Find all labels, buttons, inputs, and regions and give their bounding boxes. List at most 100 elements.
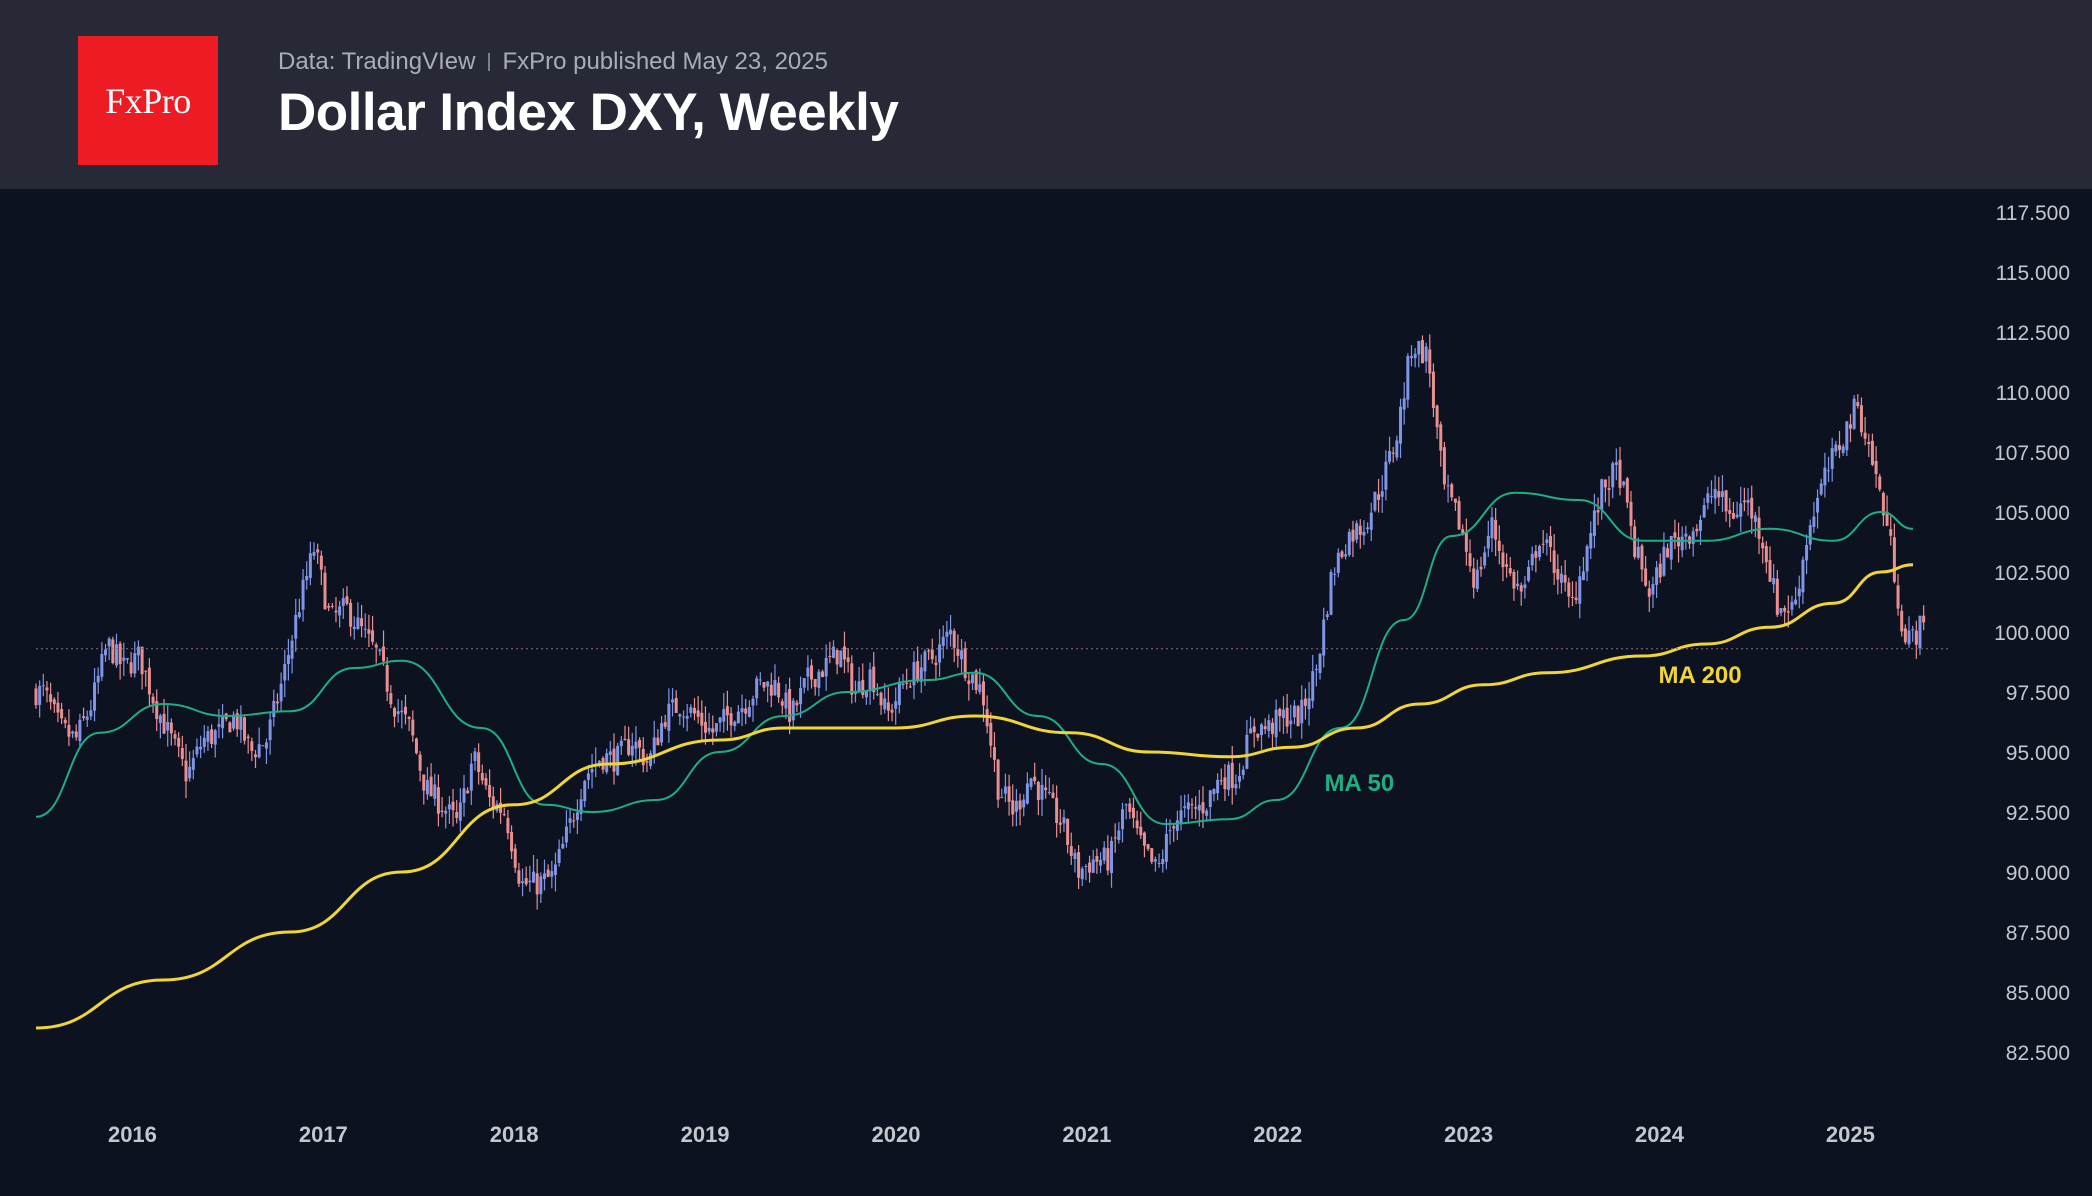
candle-body bbox=[1336, 552, 1340, 573]
candle bbox=[403, 694, 407, 725]
candle-body bbox=[1578, 576, 1582, 604]
candle bbox=[532, 854, 536, 884]
candle-body bbox=[1570, 596, 1574, 598]
candle-body bbox=[883, 698, 887, 710]
candle bbox=[1120, 802, 1124, 843]
candle bbox=[308, 541, 312, 586]
candle-body bbox=[1633, 526, 1637, 557]
candle-body bbox=[941, 636, 945, 646]
candle bbox=[1790, 595, 1794, 616]
candle-body bbox=[575, 812, 579, 820]
meta-separator bbox=[488, 53, 491, 71]
candle-body bbox=[1527, 566, 1531, 581]
candle-body bbox=[1102, 847, 1106, 861]
candle-body bbox=[1717, 490, 1721, 498]
candle-body bbox=[1892, 537, 1896, 582]
candle-body bbox=[744, 708, 748, 714]
x-tick-label: 2023 bbox=[1444, 1122, 1493, 1147]
candle-body bbox=[1764, 546, 1768, 563]
candle-body bbox=[1120, 809, 1124, 830]
candle bbox=[1746, 488, 1750, 516]
candle-body bbox=[799, 687, 803, 705]
candle-body bbox=[385, 665, 389, 692]
candle-body bbox=[532, 871, 536, 883]
candle-body bbox=[1314, 668, 1318, 670]
candle-body bbox=[261, 745, 265, 747]
candle-body bbox=[1201, 802, 1205, 814]
candles-group bbox=[34, 334, 1926, 910]
candle-body bbox=[422, 774, 426, 791]
candle-body bbox=[1698, 519, 1702, 531]
candle-body bbox=[312, 552, 316, 556]
candle bbox=[1490, 507, 1494, 552]
candle-body bbox=[938, 644, 942, 663]
candle bbox=[1658, 553, 1662, 584]
candle-body bbox=[1775, 578, 1779, 615]
candle bbox=[1190, 798, 1194, 819]
candle-body bbox=[264, 742, 268, 749]
candle bbox=[707, 712, 711, 735]
candle-body bbox=[1673, 532, 1677, 538]
candle bbox=[213, 728, 217, 758]
candle-body bbox=[1695, 528, 1699, 532]
candle bbox=[1161, 849, 1165, 873]
candle-body bbox=[1790, 601, 1794, 610]
candle bbox=[1512, 569, 1516, 601]
candle bbox=[118, 641, 122, 680]
candle-body bbox=[850, 663, 854, 695]
candle bbox=[1750, 485, 1754, 534]
candle bbox=[338, 600, 342, 628]
candle bbox=[1442, 442, 1446, 490]
candle-body bbox=[1285, 707, 1289, 727]
candle-body bbox=[1417, 341, 1421, 355]
candle-body bbox=[89, 710, 93, 717]
candle bbox=[1739, 486, 1743, 533]
candle-body bbox=[440, 810, 444, 812]
candle-body bbox=[1885, 511, 1889, 526]
candle-body bbox=[1461, 529, 1465, 535]
candle-body bbox=[129, 662, 133, 674]
candle bbox=[1300, 685, 1304, 739]
candle bbox=[1431, 363, 1435, 418]
candle bbox=[433, 773, 437, 806]
x-tick-label: 2016 bbox=[108, 1122, 157, 1147]
candle-body bbox=[1691, 531, 1695, 544]
candle bbox=[34, 683, 38, 709]
candle-body bbox=[960, 650, 964, 660]
candle-body bbox=[243, 717, 247, 741]
candle bbox=[989, 712, 993, 758]
candle-body bbox=[177, 738, 181, 747]
candle bbox=[1724, 490, 1728, 522]
candle bbox=[879, 691, 883, 715]
candle-body bbox=[1735, 514, 1739, 518]
candle-body bbox=[857, 681, 861, 693]
candle-body bbox=[1029, 778, 1033, 787]
candle-body bbox=[1581, 571, 1585, 581]
candle-body bbox=[499, 802, 503, 813]
candle-body bbox=[1040, 784, 1044, 800]
candle-body bbox=[802, 678, 806, 688]
candle bbox=[228, 721, 232, 733]
candle bbox=[286, 639, 290, 681]
candle bbox=[1274, 699, 1278, 747]
y-tick-label: 90.000 bbox=[2006, 862, 2070, 885]
candle-body bbox=[96, 675, 100, 683]
candle-body bbox=[1731, 513, 1735, 519]
candle-body bbox=[1541, 543, 1545, 545]
candle bbox=[1662, 532, 1666, 577]
candle bbox=[645, 753, 649, 772]
candle bbox=[751, 695, 755, 722]
candle-body bbox=[1556, 569, 1560, 580]
candle bbox=[1731, 501, 1735, 520]
candle bbox=[1446, 474, 1450, 503]
candle bbox=[1859, 397, 1863, 437]
candle-body bbox=[184, 760, 188, 782]
candle-body bbox=[286, 655, 290, 665]
candle bbox=[1797, 575, 1801, 609]
candle bbox=[1230, 746, 1234, 805]
candle bbox=[1501, 544, 1505, 582]
candle bbox=[1234, 774, 1238, 795]
candle bbox=[1640, 543, 1644, 582]
candle-body bbox=[349, 602, 353, 627]
candle-body bbox=[1538, 545, 1542, 558]
